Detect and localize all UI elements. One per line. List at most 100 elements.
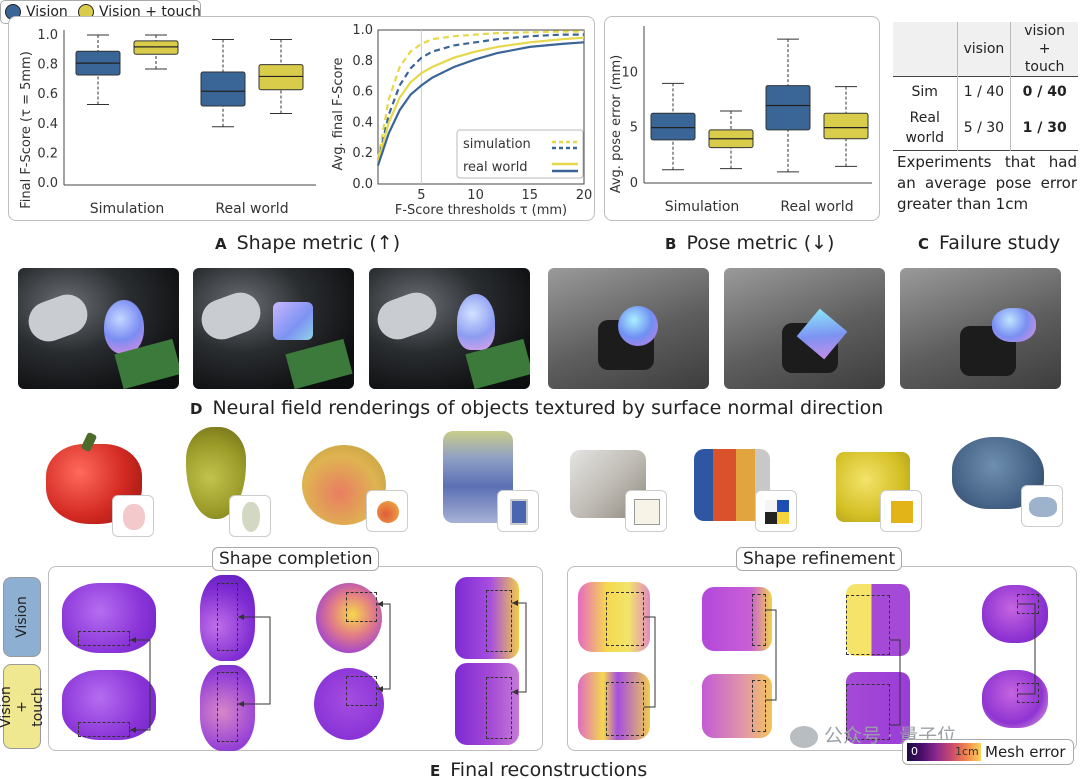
colorbar-min: 0 [911,745,918,758]
box-vision-touch [133,40,179,55]
table-sim-vision: 1 / 40 [956,76,1011,107]
mesh-touch-elephant [982,670,1048,728]
caption-c: C Failure study [918,232,1061,254]
y-tick-label: 1.0 [352,23,373,38]
colorbar-label: Mesh error [985,743,1066,761]
colorbar-max: 1cm [955,745,979,758]
line-legend-sim: simulation [463,137,531,152]
mesh-vision-pear [200,575,255,661]
normal-cube [273,302,313,340]
table-header-touch: vision + touch [1010,22,1078,77]
y-tick-label: 0.4 [352,115,373,130]
box-a-yticks: 0.0 0.2 0.4 0.6 0.8 1.0 [37,28,58,191]
sim-elephant [992,308,1036,342]
mesh-vision-peach [316,583,382,653]
line-yticks: 0.0 0.2 0.4 0.6 0.8 1.0 [352,23,373,192]
table-row-sim: Sim [911,83,938,100]
series-line [376,41,585,166]
series-line [376,30,584,160]
thumb-lego [880,490,922,532]
table-header-vision: vision [956,22,1011,77]
box-a-group-real: Real world [215,201,288,217]
real-render-1 [18,268,179,389]
thumb-elephant [1021,485,1063,527]
caption-b: B Pose metric (↓) [665,232,835,254]
y-tick-label: 0 [630,176,638,191]
caption-d: D Neural field renderings of objects text… [190,397,884,419]
box-a-ylabel: Final F-Score (τ = 5mm) [19,51,34,209]
refinement-label: Shape refinement [736,547,903,571]
y-tick-label: 0.6 [37,87,58,102]
box-vision-touch [823,112,869,140]
mesh-touch-pepper [62,670,156,740]
normal-bulb [457,294,495,350]
caption-e: E Final reconstructions [430,759,648,779]
line-legend-real: real world [463,160,528,175]
dash-vision-rubiks [752,594,766,646]
dash-vision-pear [217,583,238,651]
box-vision-touch [258,64,304,91]
failure-note: Experiments that had an average pose err… [897,153,1077,213]
mesh-touch-die [578,672,650,740]
dash-touch-lego [846,684,890,740]
mesh-touch-peach [314,668,384,740]
box-vision [765,85,811,131]
dash-touch-tin [486,677,512,739]
box-a-boxes [75,34,304,128]
mesh-vision-pepper [62,583,156,653]
sim-render-3 [900,268,1061,389]
normal-pear [104,300,144,354]
series-line [376,36,585,163]
wechat-icon [790,725,818,748]
thumb-pear [229,495,271,537]
dash-touch-elephant [1017,683,1039,703]
box-b-yticks: 0 5 10 [621,65,638,191]
box-b-boxes [650,38,869,173]
y-tick-label: 0.6 [352,85,373,100]
y-tick-label: 5 [630,121,638,136]
sim-sphere [618,306,658,346]
series-line [376,33,584,163]
dash-vision-tin [486,590,512,652]
y-tick-label: 0.8 [37,58,58,73]
panel-a-box-chart: Final F-Score (τ = 5mm) 0.0 0.2 0.4 0.6 0.8 1… [19,28,316,217]
panel-a-line-chart: Avg. final F-Score 0.0 0.2 0.4 0.6 0.8 1.0 5 1… [331,23,592,218]
mesh-vision-die [578,582,650,652]
y-tick-label: 0.0 [37,176,58,191]
mesh-touch-pear [200,665,255,751]
row-label-vision: Vision [3,577,41,657]
line-xticks: 5 10 15 20 [417,188,592,203]
completion-label: Shape completion [212,547,380,571]
failure-table: vision vision + touch Sim 1 / 40 0 / 40 … [893,22,1078,151]
dash-touch-rubiks [752,680,766,732]
table-row-real: Real world [905,110,945,147]
thumb-die [625,490,667,532]
box-a-group-sim: Simulation [90,201,165,217]
sim-render-2 [724,268,885,389]
panel-b-box-chart: Avg. pose error (mm) 0 5 10 Simulation Rea… [609,26,872,215]
real-render-2 [193,268,354,389]
caption-a: A Shape metric (↑) [215,232,401,254]
box-b-group-sim: Simulation [665,199,740,215]
y-tick-label: 10 [621,65,638,80]
sim-render-1 [548,268,709,389]
dash-touch-pepper [78,722,130,737]
y-tick-label: 0.2 [352,146,373,161]
line-ylabel: Avg. final F-Score [331,57,346,170]
x-tick-label: 10 [467,188,484,203]
mesh-touch-rubiks [702,674,772,738]
dash-touch-peach [346,676,377,706]
panel-a-frame [8,16,595,221]
box-vision [650,112,696,141]
colorbar [907,743,981,761]
table-sim-touch: 0 / 40 [1010,76,1078,107]
dash-touch-pear [217,672,238,742]
thumb-pepper [112,495,154,537]
line-legend [456,129,584,179]
mesh-touch-tin [455,663,519,745]
table-real-vision: 5 / 30 [956,106,1011,151]
x-tick-label: 15 [522,188,539,203]
real-render-3 [369,268,530,389]
line-series [376,30,585,166]
